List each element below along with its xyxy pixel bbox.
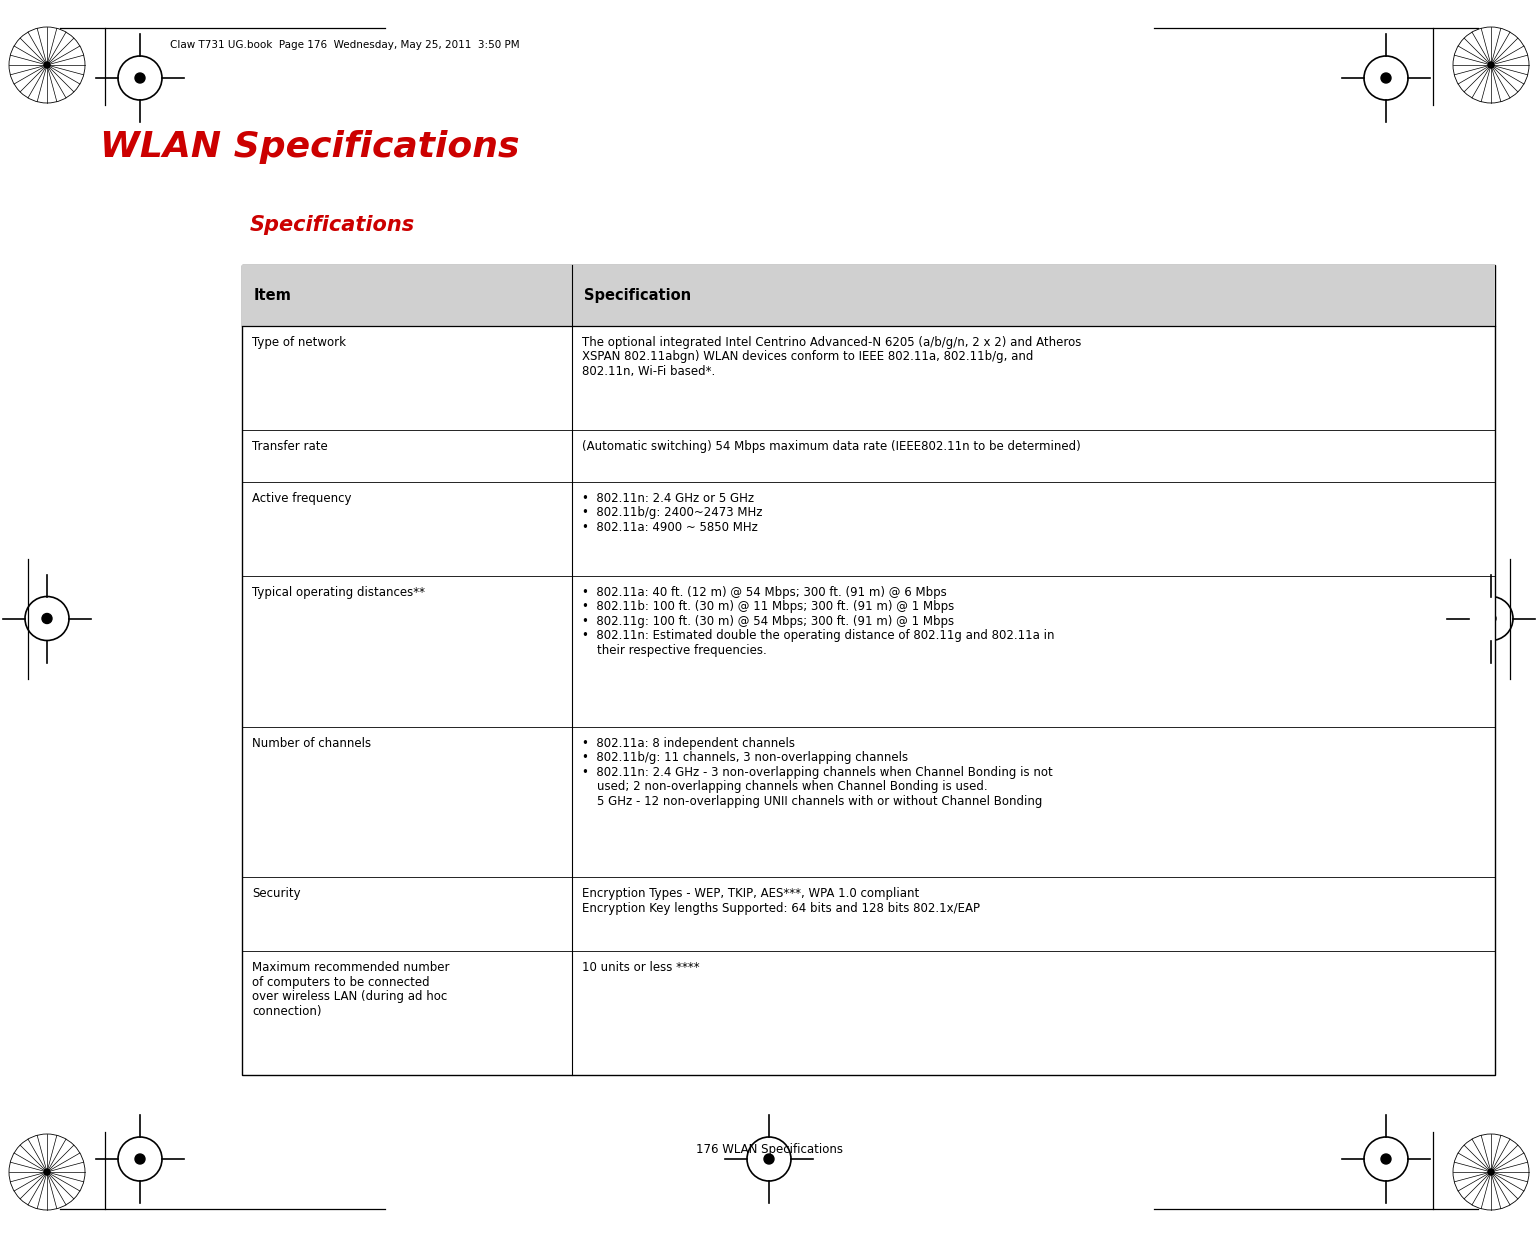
Text: 5 GHz - 12 non-overlapping UNII channels with or without Channel Bonding: 5 GHz - 12 non-overlapping UNII channels… xyxy=(581,794,1043,808)
Circle shape xyxy=(1381,73,1390,83)
Text: Typical operating distances**: Typical operating distances** xyxy=(252,586,424,599)
Text: Specification: Specification xyxy=(584,288,691,303)
Text: XSPAN 802.11abgn) WLAN devices conform to IEEE 802.11a, 802.11b/g, and: XSPAN 802.11abgn) WLAN devices conform t… xyxy=(581,350,1034,362)
Circle shape xyxy=(135,73,145,83)
Text: Encryption Key lengths Supported: 64 bits and 128 bits 802.1x/EAP: Encryption Key lengths Supported: 64 bit… xyxy=(581,902,980,914)
Text: •  802.11a: 40 ft. (12 m) @ 54 Mbps; 300 ft. (91 m) @ 6 Mbps: • 802.11a: 40 ft. (12 m) @ 54 Mbps; 300 … xyxy=(581,586,947,599)
Circle shape xyxy=(764,1154,774,1164)
Circle shape xyxy=(42,614,52,623)
Text: Item: Item xyxy=(254,288,292,303)
Text: •  802.11b: 100 ft. (30 m) @ 11 Mbps; 300 ft. (91 m) @ 1 Mbps: • 802.11b: 100 ft. (30 m) @ 11 Mbps; 300… xyxy=(581,600,954,614)
Text: 10 units or less ****: 10 units or less **** xyxy=(581,961,700,975)
Bar xyxy=(241,265,1495,1075)
Text: •  802.11n: Estimated double the operating distance of 802.11g and 802.11a in: • 802.11n: Estimated double the operatin… xyxy=(581,630,1055,642)
Circle shape xyxy=(1486,614,1496,623)
Text: The optional integrated Intel Centrino Advanced-N 6205 (a/b/g/n, 2 x 2) and Athe: The optional integrated Intel Centrino A… xyxy=(581,335,1081,349)
Text: Encryption Types - WEP, TKIP, AES***, WPA 1.0 compliant: Encryption Types - WEP, TKIP, AES***, WP… xyxy=(581,887,920,901)
Text: •  802.11a: 4900 ~ 5850 MHz: • 802.11a: 4900 ~ 5850 MHz xyxy=(581,521,758,533)
Circle shape xyxy=(1487,62,1493,68)
Circle shape xyxy=(45,1169,51,1175)
Text: •  802.11n: 2.4 GHz or 5 GHz: • 802.11n: 2.4 GHz or 5 GHz xyxy=(581,491,754,505)
Text: •  802.11b/g: 2400~2473 MHz: • 802.11b/g: 2400~2473 MHz xyxy=(581,506,763,520)
Text: their respective frequencies.: their respective frequencies. xyxy=(581,643,767,657)
Text: (Automatic switching) 54 Mbps maximum data rate (IEEE802.11n to be determined): (Automatic switching) 54 Mbps maximum da… xyxy=(581,440,1081,454)
Text: •  802.11g: 100 ft. (30 m) @ 54 Mbps; 300 ft. (91 m) @ 1 Mbps: • 802.11g: 100 ft. (30 m) @ 54 Mbps; 300… xyxy=(581,615,954,628)
Text: over wireless LAN (during ad hoc: over wireless LAN (during ad hoc xyxy=(252,990,448,1003)
Text: Security: Security xyxy=(252,887,300,901)
Text: Number of channels: Number of channels xyxy=(252,736,371,750)
Text: WLAN Specifications: WLAN Specifications xyxy=(100,130,520,165)
Text: Transfer rate: Transfer rate xyxy=(252,440,328,454)
Text: Specifications: Specifications xyxy=(251,215,415,235)
Circle shape xyxy=(45,62,51,68)
Text: •  802.11n: 2.4 GHz - 3 non-overlapping channels when Channel Bonding is not: • 802.11n: 2.4 GHz - 3 non-overlapping c… xyxy=(581,766,1052,778)
Text: 176 WLAN Specifications: 176 WLAN Specifications xyxy=(695,1143,843,1155)
Text: Maximum recommended number: Maximum recommended number xyxy=(252,961,449,975)
Text: •  802.11b/g: 11 channels, 3 non-overlapping channels: • 802.11b/g: 11 channels, 3 non-overlapp… xyxy=(581,751,907,764)
Text: connection): connection) xyxy=(252,1004,321,1018)
Text: 802.11n, Wi-Fi based*.: 802.11n, Wi-Fi based*. xyxy=(581,365,715,377)
Circle shape xyxy=(1487,1169,1493,1175)
Text: Type of network: Type of network xyxy=(252,335,346,349)
Text: used; 2 non-overlapping channels when Channel Bonding is used.: used; 2 non-overlapping channels when Ch… xyxy=(581,781,987,793)
Text: of computers to be connected: of computers to be connected xyxy=(252,976,429,988)
Circle shape xyxy=(135,1154,145,1164)
Text: Claw T731 UG.book  Page 176  Wednesday, May 25, 2011  3:50 PM: Claw T731 UG.book Page 176 Wednesday, Ma… xyxy=(171,40,520,49)
Circle shape xyxy=(1381,1154,1390,1164)
Bar xyxy=(241,265,1495,325)
Text: •  802.11a: 8 independent channels: • 802.11a: 8 independent channels xyxy=(581,736,795,750)
Text: Active frequency: Active frequency xyxy=(252,491,352,505)
